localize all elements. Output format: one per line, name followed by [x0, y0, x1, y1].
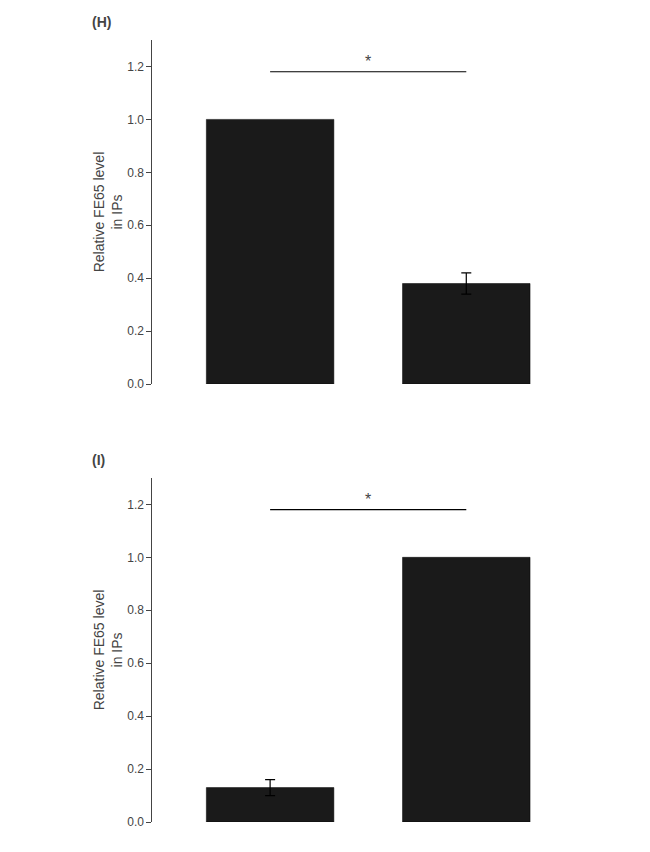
svg-text:0.6: 0.6 — [127, 218, 144, 232]
svg-text:0.4: 0.4 — [127, 271, 144, 285]
svg-text:1.2: 1.2 — [127, 498, 144, 512]
svg-text:0.6: 0.6 — [127, 656, 144, 670]
svg-text:Relative FE65 levelin IPs: Relative FE65 levelin IPs — [91, 590, 125, 711]
svg-text:0.4: 0.4 — [127, 709, 144, 723]
svg-text:(H): (H) — [92, 14, 111, 30]
svg-text:*: * — [365, 53, 371, 70]
svg-text:Relative FE65 levelin IPs: Relative FE65 levelin IPs — [91, 152, 125, 273]
svg-text:0.0: 0.0 — [127, 815, 144, 829]
svg-text:(I): (I) — [92, 452, 105, 468]
svg-text:1.2: 1.2 — [127, 60, 144, 74]
svg-text:0.2: 0.2 — [127, 324, 144, 338]
svg-text:*: * — [365, 491, 371, 508]
svg-text:1.0: 1.0 — [127, 551, 144, 565]
svg-text:0.8: 0.8 — [127, 603, 144, 617]
svg-text:0.0: 0.0 — [127, 377, 144, 391]
svg-text:1.0: 1.0 — [127, 113, 144, 127]
svg-text:0.8: 0.8 — [127, 166, 144, 180]
svg-text:0.2: 0.2 — [127, 762, 144, 776]
